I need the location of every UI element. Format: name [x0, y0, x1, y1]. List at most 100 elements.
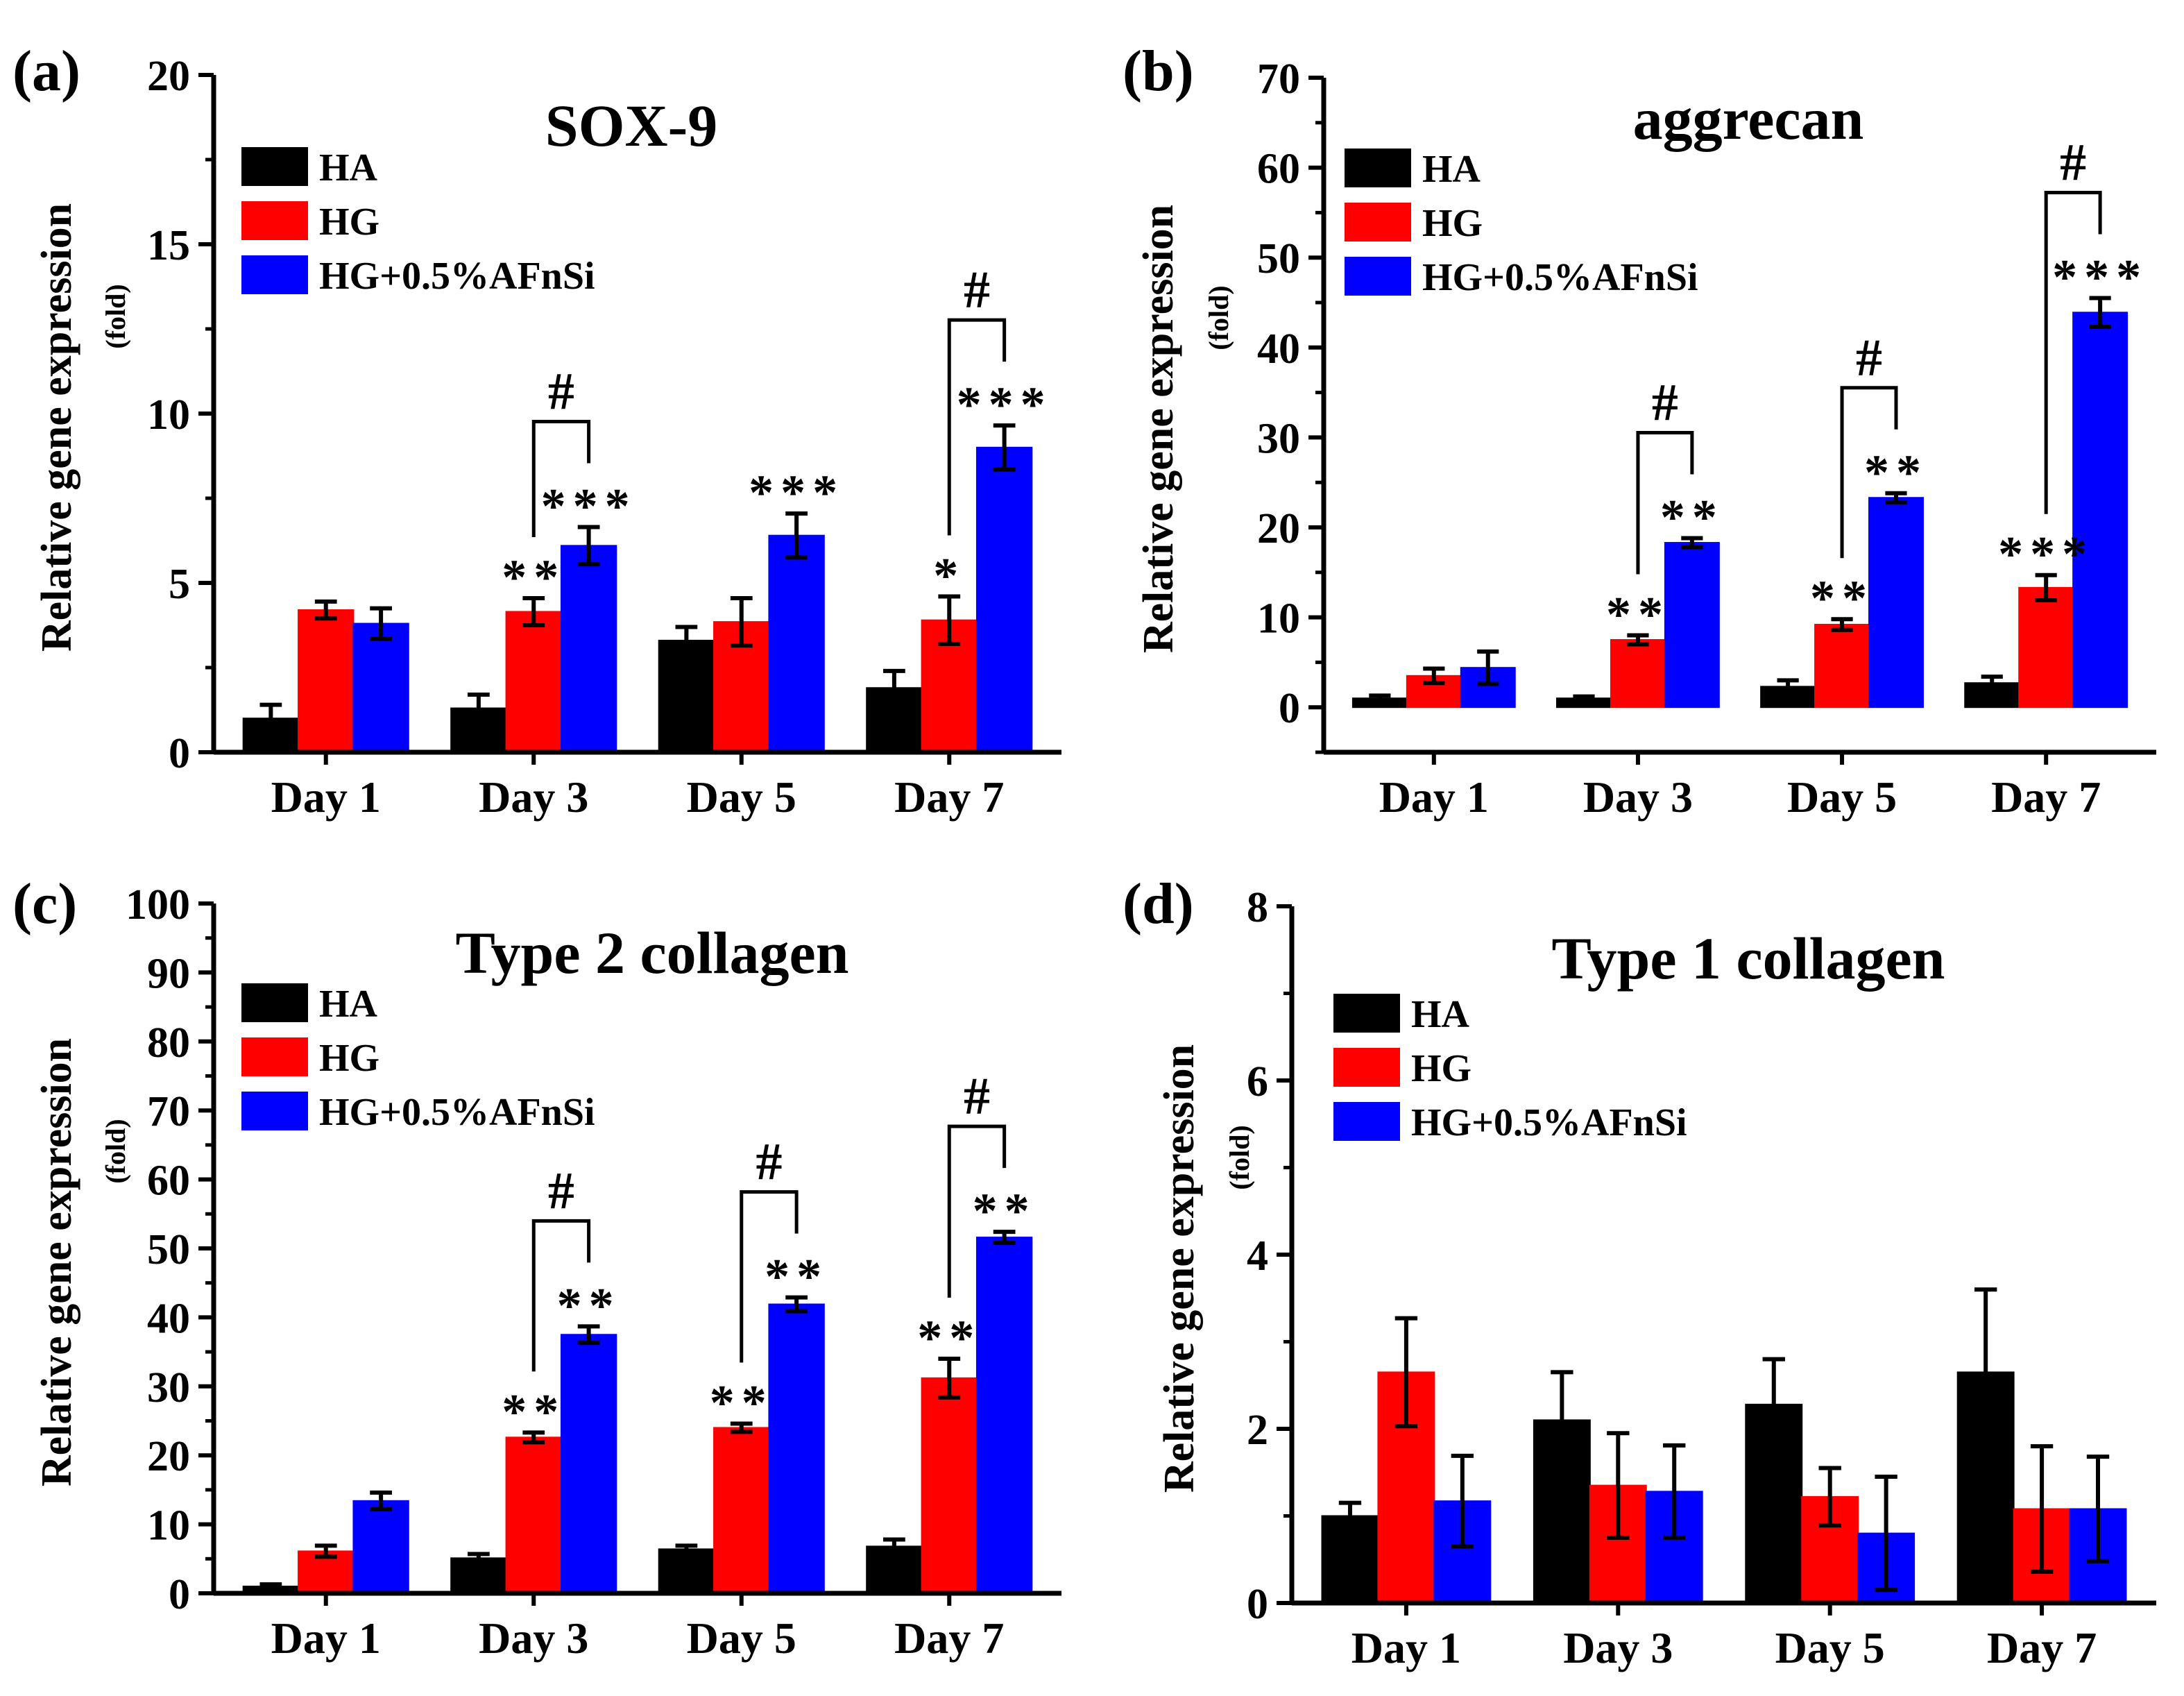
legend-swatch: [1333, 1048, 1400, 1087]
y-tick-label: 8: [1247, 884, 1268, 931]
bar: [921, 1377, 978, 1594]
significance-mark: ***: [541, 478, 637, 534]
legend-label: HG+0.5%AFnSi: [319, 255, 595, 298]
bar: [975, 446, 1033, 753]
y-axis-unit: (fold): [1203, 285, 1234, 350]
legend-swatch: [241, 1037, 308, 1076]
y-tick-label: 0: [1247, 1581, 1268, 1628]
x-tick-label: Day 1: [271, 1613, 381, 1663]
comparison-bracket: [1840, 386, 1898, 559]
bar: [298, 609, 355, 753]
x-tick-label: Day 7: [894, 1613, 1004, 1663]
comparison-bracket: [740, 1190, 799, 1363]
x-tick-label: Day 5: [1775, 1623, 1885, 1672]
bar: [1664, 542, 1720, 709]
x-tick-label: Day 5: [687, 1613, 796, 1663]
y-tick-label: 4: [1247, 1232, 1268, 1280]
legend-swatch: [1333, 1102, 1400, 1141]
bar: [560, 545, 617, 753]
y-tick-label: 50: [1257, 235, 1300, 282]
legend-label: HG+0.5%AFnSi: [319, 1091, 595, 1134]
chart-title: aggrecan: [1633, 85, 1864, 152]
y-tick-label: 30: [1257, 415, 1300, 462]
y-tick-label: 80: [147, 1019, 190, 1067]
bar: [713, 1427, 770, 1594]
bar: [560, 1334, 617, 1594]
bar: [1814, 623, 1870, 709]
panel-label: (b): [1123, 39, 1194, 103]
significance-mark: **: [557, 1278, 621, 1333]
legend-label: HA: [319, 146, 378, 189]
bar: [975, 1237, 1033, 1594]
significance-mark: ***: [2052, 250, 2148, 305]
y-axis-unit: (fold): [1224, 1125, 1255, 1189]
chart-title: Type 2 collagen: [456, 919, 849, 986]
legend-swatch: [1345, 203, 1411, 241]
legend-swatch: [1345, 149, 1411, 187]
comparison-bracket: [531, 1219, 591, 1372]
x-tick-label: Day 1: [271, 772, 381, 822]
chart-title: Type 1 collagen: [1552, 925, 1945, 992]
significance-mark: **: [1810, 570, 1874, 626]
x-tick-label: Day 1: [1379, 772, 1489, 822]
chart-panel-b: (b) aggrecan Relative gene expression (fold…: [1123, 39, 2156, 822]
bar: [2018, 586, 2074, 709]
significance-mark: *: [933, 548, 965, 604]
y-tick-label: 10: [1257, 595, 1300, 643]
y-tick-label: 2: [1247, 1407, 1268, 1454]
significance-mark: ***: [957, 377, 1052, 432]
significance-mark: **: [502, 1384, 565, 1439]
y-tick-label: 100: [126, 881, 190, 928]
bar: [768, 1303, 825, 1595]
x-tick-label: Day 3: [1583, 772, 1693, 822]
significance-mark: **: [765, 1249, 828, 1305]
chart-title: SOX-9: [545, 92, 717, 159]
bracket-label: #: [1856, 329, 1882, 387]
y-tick-label: 40: [1257, 325, 1300, 373]
y-tick-label: 60: [1257, 146, 1300, 193]
y-tick-label: 20: [147, 53, 190, 100]
chart-panel-d: (d) Type 1 collagen Relative gene expressi…: [1123, 872, 2156, 1672]
panel-label: (a): [12, 39, 80, 103]
x-tick-label: Day 1: [1351, 1623, 1461, 1672]
legend-label: HG+0.5%AFnSi: [1422, 256, 1698, 299]
y-tick-label: 30: [147, 1364, 190, 1411]
bracket-label: #: [548, 362, 574, 421]
y-axis-title: Relative gene expression: [1156, 1044, 1203, 1493]
legend-swatch: [241, 1092, 308, 1130]
bar: [658, 639, 715, 754]
y-axis-title: Relative gene expression: [33, 1038, 80, 1486]
legend-label: HG: [1422, 202, 1483, 245]
x-tick-label: Day 7: [894, 772, 1004, 822]
y-tick-label: 40: [147, 1295, 190, 1342]
x-tick-label: Day 5: [687, 772, 796, 822]
comparison-bracket: [2044, 191, 2102, 514]
bar: [505, 611, 562, 753]
x-tick-label: Day 3: [479, 772, 588, 822]
x-tick-label: Day 3: [479, 1613, 588, 1663]
comparison-bracket: [1636, 431, 1694, 575]
x-tick-label: Day 3: [1563, 1623, 1673, 1672]
legend-label: HG+0.5%AFnSi: [1411, 1101, 1687, 1144]
x-tick-label: Day 5: [1787, 772, 1897, 822]
y-tick-label: 0: [169, 730, 190, 777]
y-axis-title: Relative gene expression: [33, 203, 80, 652]
chart-panel-a: (a) SOX-9 Relative gene expression (fold) 0 5…: [12, 39, 1061, 822]
bar: [658, 1548, 715, 1595]
significance-mark: **: [1606, 587, 1670, 643]
bracket-label: #: [964, 261, 990, 319]
bar: [505, 1436, 562, 1594]
bar: [352, 622, 409, 753]
bracket-label: #: [964, 1067, 990, 1126]
bracket-label: #: [2060, 134, 2086, 192]
y-tick-label: 50: [147, 1226, 190, 1273]
legend-label: HA: [1411, 993, 1470, 1036]
legend-label: HA: [319, 983, 378, 1026]
bar: [768, 534, 825, 753]
legend-swatch: [241, 201, 308, 240]
comparison-bracket: [531, 419, 591, 537]
bar: [2072, 312, 2128, 709]
significance-mark: ***: [749, 465, 844, 520]
y-tick-label: 70: [1257, 56, 1300, 103]
y-axis-title: Relative gene expression: [1135, 205, 1182, 653]
